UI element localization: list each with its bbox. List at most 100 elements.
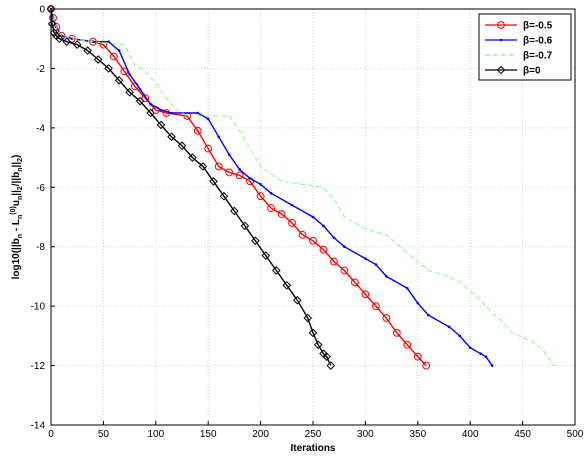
data-point-marker [83,46,92,55]
data-point-marker [217,135,220,139]
data-point-marker [225,168,234,177]
y-axis-label-part: u [11,200,22,206]
data-point-marker [458,334,462,338]
y-axis-label-part: n [17,167,24,171]
data-point-marker [240,221,250,231]
data-point-marker [416,301,420,305]
data-point-marker [198,162,208,171]
data-point-marker [361,290,370,299]
data-point-marker [496,65,506,75]
data-point-marker [214,162,223,171]
data-point-marker [308,328,318,338]
data-point-marker [188,153,197,162]
series-layer [46,4,555,370]
y-axis-label-part: n [17,215,24,219]
x-tick-label: 350 [409,429,426,440]
data-point-marker [159,108,163,112]
data-point-marker [170,111,173,115]
data-point-marker [256,192,265,201]
x-tick-label: 50 [98,429,110,440]
data-point-marker [322,224,325,228]
data-point-marker [330,257,338,266]
y-axis-label-part: 2 [17,158,24,162]
data-point-marker [282,281,292,290]
legend-label: β=-0.6 [523,36,553,47]
data-point-marker [267,204,275,212]
data-point-marker [309,236,317,245]
data-point-marker [290,203,294,207]
y-tick-label: -10 [31,302,46,313]
data-point-marker [468,346,472,350]
series-line [50,8,555,366]
x-tick-label: 250 [305,429,322,440]
data-point-marker [146,108,155,118]
x-axis-ticks: 0 50 100 150 200 250 300 350 400 450 500 [48,421,584,440]
data-point-marker [251,236,260,246]
data-point-marker [447,325,451,329]
data-point-marker [269,191,273,195]
data-point-marker [490,364,494,367]
data-point-marker [499,38,503,42]
data-point-marker [392,328,401,337]
legend-item: β=-0.5 [485,21,553,32]
data-point-marker [426,313,430,317]
data-point-marker [193,126,202,135]
series-line [50,8,493,367]
data-point-marker [277,210,286,218]
data-point-marker [319,245,328,254]
data-point-marker [422,361,431,370]
y-axis-label-part: || [11,190,22,196]
data-point-marker [128,73,131,76]
data-point-marker [209,177,218,186]
data-point-marker [385,275,388,278]
y-axis-label-part: n [17,234,24,238]
data-point-marker [177,141,187,150]
data-point-marker [406,287,409,290]
data-point-marker [292,295,302,305]
data-point-marker [371,302,380,311]
x-tick-label: 450 [514,429,531,440]
data-point-marker [138,87,142,91]
legend-item: β=0 [485,66,541,77]
y-axis-label-part: ) [11,155,22,158]
legend-item: β=-0.7 [485,51,553,62]
y-axis-label-part: n [17,196,24,200]
x-tick-label: 0 [48,429,54,440]
data-point-marker [322,352,331,361]
data-point-marker [313,340,323,350]
y-axis-label-part: 2 [17,186,24,190]
data-point-marker [55,34,64,44]
data-point-marker [109,52,118,61]
data-point-marker [484,355,488,358]
y-axis-label: log10(||bn - Ln(0)un||2/||bn||2) [10,155,24,280]
data-point-marker [49,28,59,38]
y-tick-label: -12 [31,361,46,372]
data-point-marker [135,96,145,106]
data-point-marker [272,266,281,275]
legend-item: β=-0.6 [485,36,553,47]
data-point-marker [248,177,252,180]
y-tick-label: -2 [36,64,45,75]
legend-label: β=0 [523,66,541,77]
x-tick-label: 150 [200,429,217,440]
data-point-marker [303,313,313,323]
data-point-marker [104,64,113,73]
data-point-marker [206,117,210,121]
x-tick-label: 400 [462,429,479,440]
x-tick-label: 100 [147,429,164,440]
data-point-marker [413,352,422,361]
data-point-marker [141,94,150,103]
data-point-marker [196,111,200,115]
series-0 [47,5,431,370]
data-point-marker [204,144,213,153]
data-point-marker [288,219,296,227]
data-point-marker [107,40,110,43]
y-axis-label-part: log10(||b [11,238,22,279]
data-point-marker [403,340,412,349]
data-point-marker [332,236,336,240]
data-point-marker [125,87,134,97]
data-point-marker [259,183,262,186]
data-point-marker [149,102,152,106]
data-point-marker [364,257,367,260]
data-point-marker [326,361,336,370]
